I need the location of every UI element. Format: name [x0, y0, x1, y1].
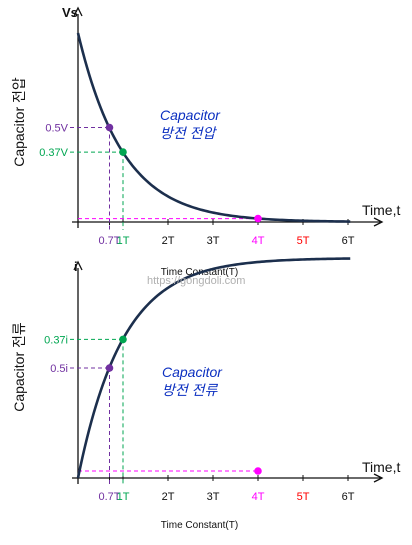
data-point	[119, 148, 127, 156]
x-tick-label: 2T	[162, 235, 175, 247]
data-point	[254, 214, 262, 223]
y-axis-top-label: Vs	[62, 5, 78, 20]
x-tick-label: 4T	[252, 235, 265, 247]
y-tick-label: 0.5V	[45, 123, 68, 135]
x-tick-label: 1T	[117, 491, 130, 503]
annotation-text: 방전 전압	[160, 125, 218, 141]
annotation-text: Capacitor	[162, 364, 223, 380]
x-tick-label: 3T	[207, 235, 220, 247]
y-axis-label: Capacitor 전압	[11, 77, 27, 167]
x-axis-end-label: Time,t	[362, 202, 400, 218]
x-tick-label: 1T	[117, 235, 130, 247]
x-axis-arrow	[373, 217, 384, 227]
annotation-text: 방전 전류	[162, 382, 219, 398]
x-tick-label: 5T	[297, 491, 310, 503]
x-tick-label: 5T	[297, 235, 310, 247]
x-tick-label: 4T	[252, 491, 265, 503]
x-axis-title: Time Constant(T)	[161, 520, 238, 531]
watermark-text: https://gongdoli.com	[147, 275, 245, 287]
y-axis-arrow	[73, 6, 83, 17]
y-tick-label: 0.37V	[39, 147, 68, 159]
x-tick-label: 0.7T	[98, 235, 120, 247]
x-tick-label: 2T	[162, 491, 175, 503]
y-tick-label: 0.37i	[44, 334, 68, 346]
x-tick-label: 3T	[207, 491, 220, 503]
y-axis-arrow	[73, 260, 83, 271]
x-tick-label: 6T	[342, 491, 355, 503]
y-tick-label: 0.5i	[50, 363, 68, 375]
x-tick-label: 6T	[342, 235, 355, 247]
x-axis-end-label: Time,t	[362, 459, 400, 475]
data-point	[119, 335, 127, 344]
y-axis-label: Capacitor 전류	[11, 322, 27, 412]
data-point	[254, 467, 262, 475]
x-axis-arrow	[373, 473, 384, 483]
x-tick-label: 0.7T	[98, 491, 120, 503]
data-point	[105, 364, 114, 372]
data-point	[105, 123, 114, 132]
y-axis-top-label: i	[74, 259, 78, 274]
annotation-text: Capacitor	[160, 107, 221, 123]
